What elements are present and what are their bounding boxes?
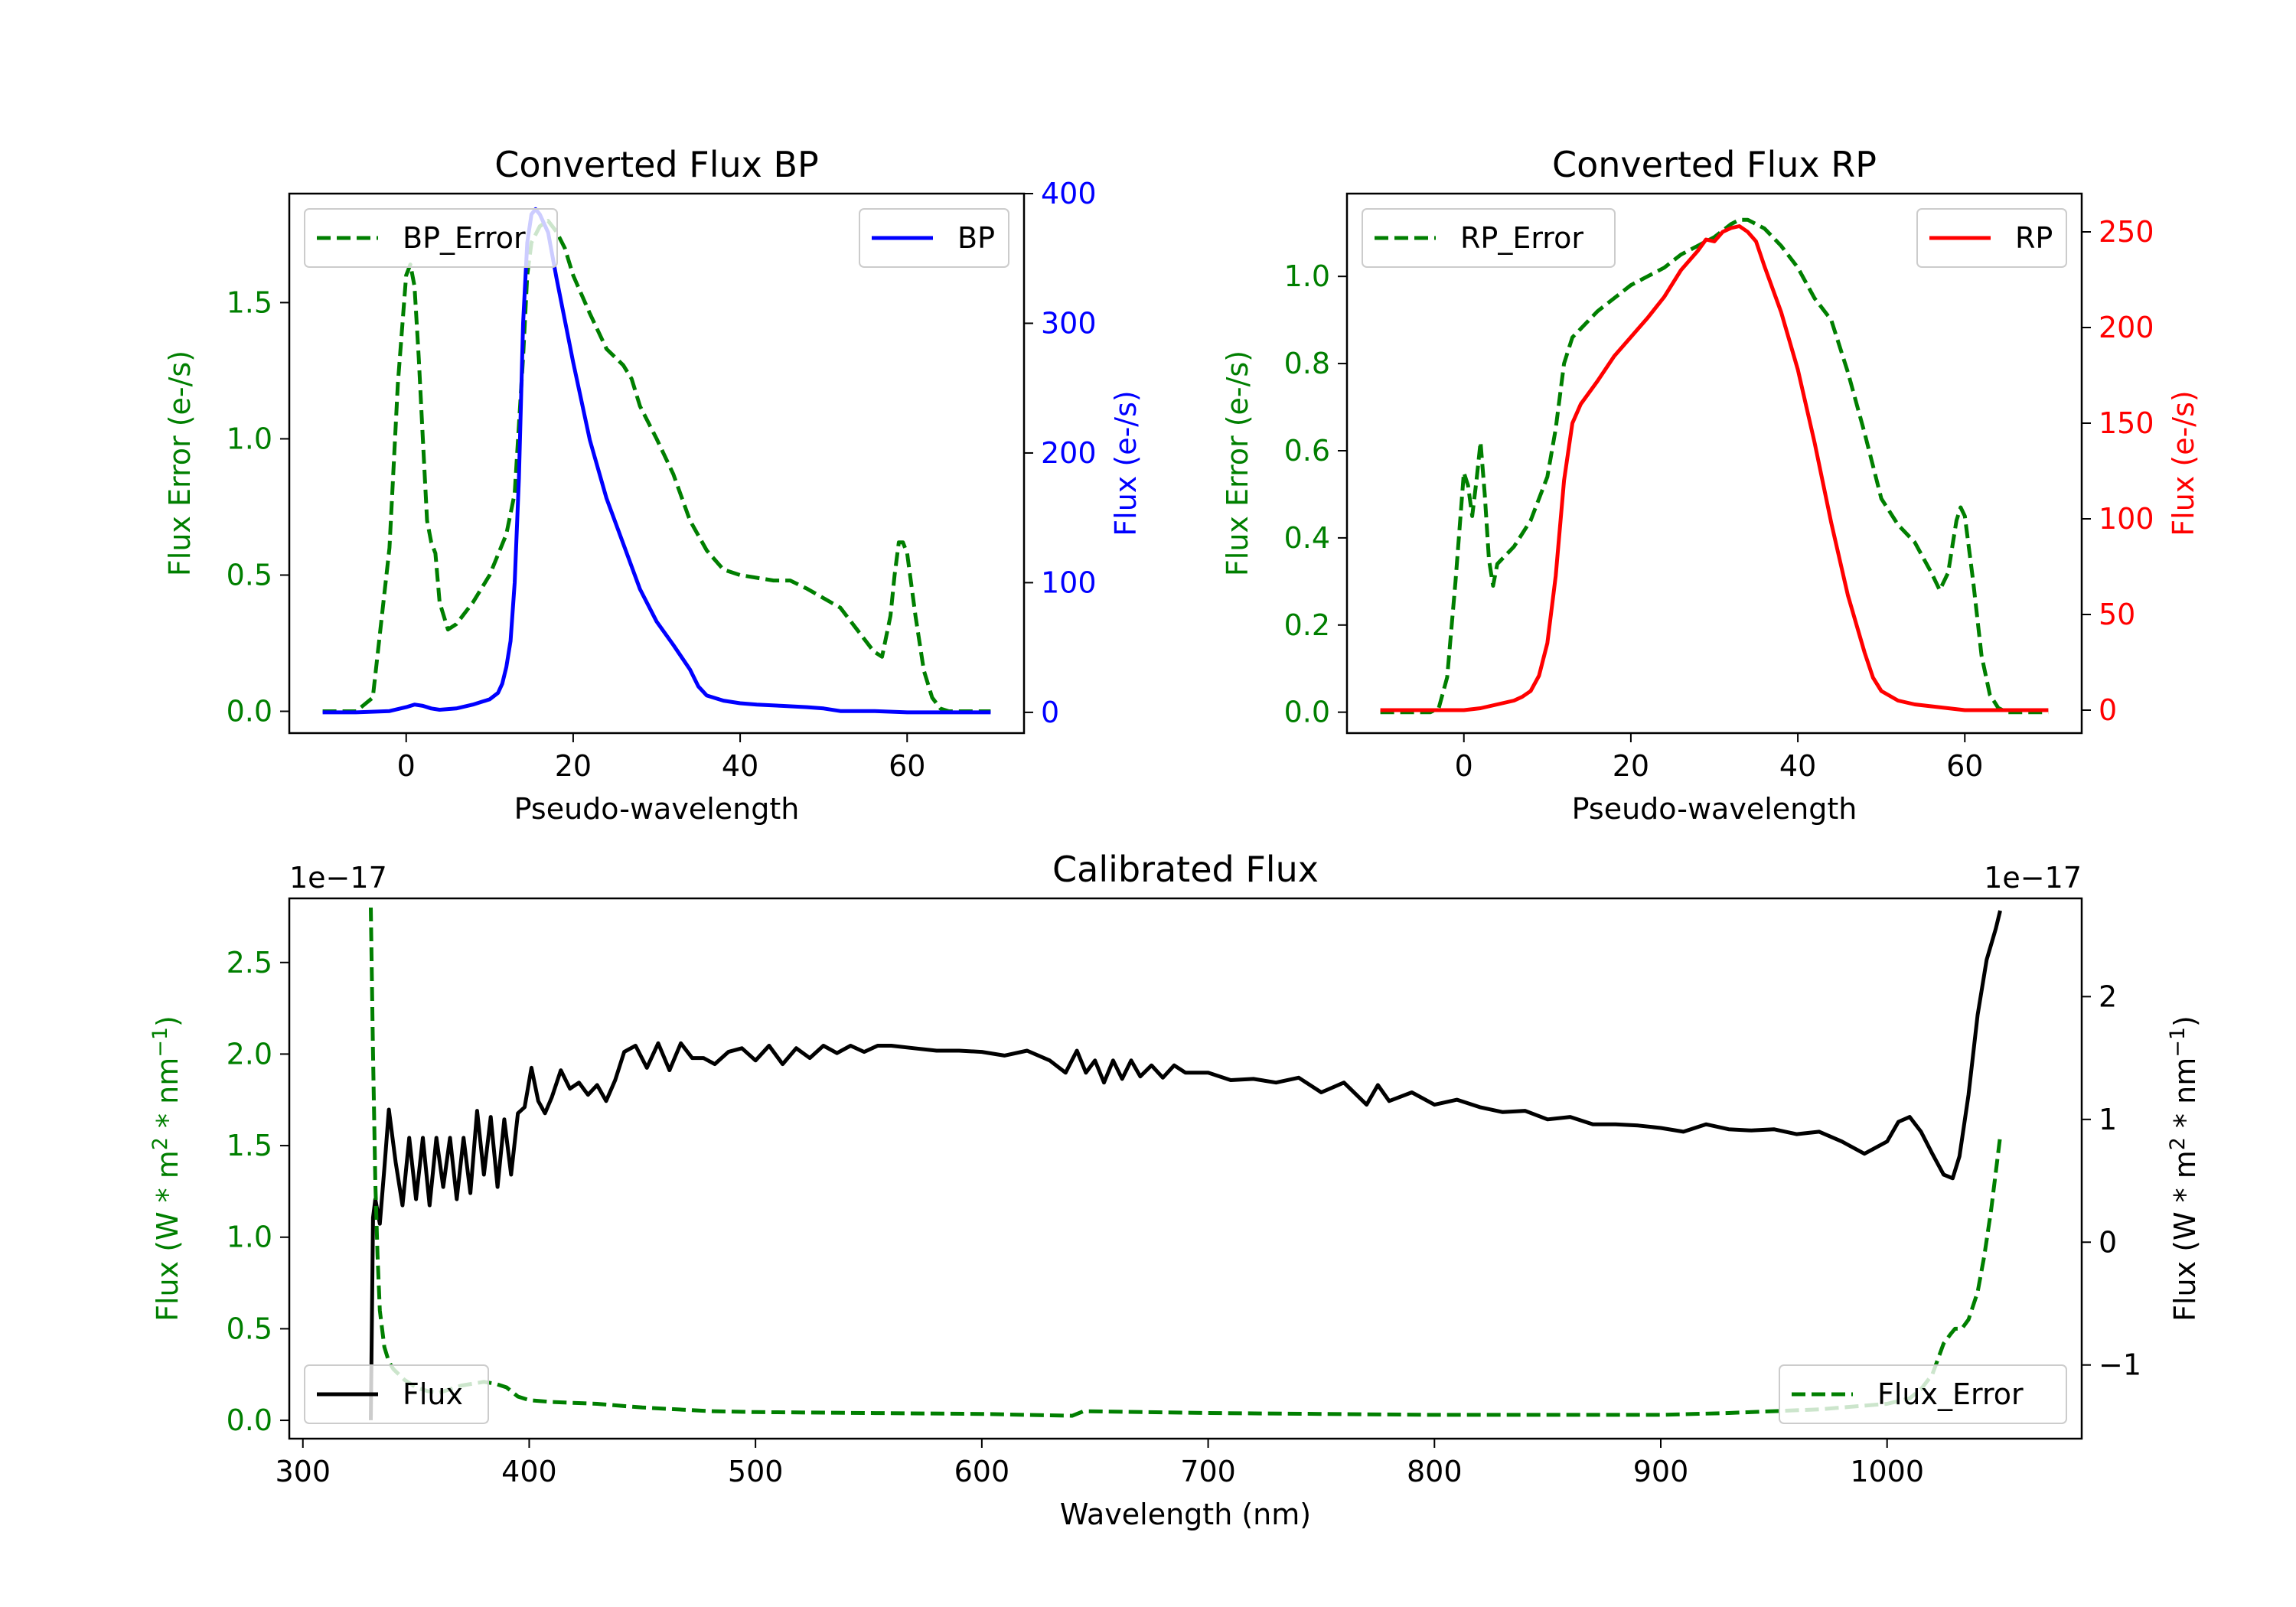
x-tick-label: 1000: [1850, 1455, 1924, 1488]
y-right-tick-label: 0: [2099, 1225, 2117, 1259]
x-axis-label: Pseudo-wavelength: [1572, 792, 1857, 826]
y-right-tick-label: 400: [1041, 177, 1097, 210]
y-left-axis-label: Flux Error (e-/s): [163, 350, 197, 576]
x-tick-label: 40: [722, 749, 758, 783]
chart-title: Calibrated Flux: [1052, 849, 1319, 890]
y-right-tick-label: 150: [2099, 406, 2154, 440]
x-tick-label: 500: [728, 1455, 784, 1488]
legend-label: BP: [957, 221, 995, 255]
y-left-tick-label: 0.5: [227, 558, 272, 592]
y-left-tick-label: 0.6: [1284, 434, 1330, 468]
x-tick-label: 0: [397, 749, 416, 783]
chart-title: Converted Flux BP: [494, 144, 819, 185]
y-right-offset-text: 1e−17: [1984, 861, 2082, 895]
chart-cal: 300 400 500 600 700 800 900 1000 0.0 0.5 1.0 1.5 2.0…: [148, 849, 2202, 1531]
x-axis-label: Wavelength (nm): [1060, 1498, 1311, 1531]
y-left-tick-label: 0.0: [227, 1403, 272, 1437]
legend-label: BP_Error: [403, 221, 526, 255]
y-right-tick-label: 50: [2099, 598, 2135, 631]
y-left-tick-label: 1.5: [227, 285, 272, 319]
y-left-tick-label: 0.5: [227, 1312, 272, 1345]
legend-rp: RP: [1916, 208, 2067, 268]
y-right-axis-label: Flux (e-/s): [1109, 390, 1143, 536]
y-left-tick-label: 1.5: [227, 1129, 272, 1162]
y-right-axis-label: Flux (W * m2 * nm−1): [2166, 1015, 2202, 1322]
y-right-tick-label: 250: [2099, 215, 2154, 249]
chart-title: Converted Flux RP: [1552, 144, 1877, 185]
legend-flux: Flux: [304, 1364, 489, 1424]
x-tick-label: 20: [1613, 749, 1649, 783]
y-right-tick-label: 100: [1041, 566, 1097, 599]
x-tick-label: 60: [889, 749, 925, 783]
y-right-tick-label: 100: [2099, 502, 2154, 536]
x-axis-label: Pseudo-wavelength: [514, 792, 800, 826]
y-right-tick-label: 2: [2099, 980, 2117, 1013]
plot-frame: [1345, 192, 2083, 735]
y-left-tick-label: 1.0: [227, 1221, 272, 1254]
y-right-tick-label: 0: [2099, 693, 2117, 727]
legend-label: RP: [2015, 221, 2053, 255]
series-flux-error: [369, 907, 2002, 1418]
chart-rp: 0 20 40 60 0.0 0.2 0.4 0.6 0.8 1.0 0 50 100 150 200 250…: [1221, 144, 2200, 826]
legend-box: [304, 1364, 489, 1424]
legend-label: RP_Error: [1460, 221, 1583, 255]
plot-frame: [288, 897, 2083, 1440]
x-tick-label: 40: [1779, 749, 1816, 783]
series-rp: [1380, 224, 2049, 712]
legend-label: Flux: [403, 1377, 463, 1411]
legend-bp: BP: [859, 208, 1009, 268]
legend-flux-error: Flux_Error: [1779, 1364, 2067, 1424]
y-left-tick-label: 0.0: [227, 695, 272, 729]
x-tick-label: 300: [275, 1455, 331, 1488]
plot-frame: [288, 192, 1026, 735]
y-left-tick-label: 1.0: [1284, 259, 1330, 293]
legend-box: [1916, 208, 2067, 268]
y-right-tick-label: 300: [1041, 306, 1097, 340]
legend-box: [1362, 208, 1616, 268]
x-tick-label: 60: [1946, 749, 1983, 783]
x-tick-label: 400: [501, 1455, 557, 1488]
y-left-offset-text: 1e−17: [289, 861, 387, 895]
x-tick-label: 800: [1407, 1455, 1463, 1488]
legend-box: [1779, 1364, 2067, 1424]
x-tick-label: 20: [555, 749, 592, 783]
legend-box: [859, 208, 1009, 268]
legend-label: Flux_Error: [1877, 1377, 2024, 1411]
series-flux: [369, 910, 2002, 1420]
y-left-tick-label: 2.0: [227, 1037, 272, 1071]
y-left-tick-label: 0.0: [1284, 696, 1330, 729]
y-right-tick-label: −1: [2099, 1348, 2141, 1382]
y-left-tick-label: 0.2: [1284, 608, 1330, 642]
y-left-tick-label: 1.0: [227, 422, 272, 455]
y-left-tick-label: 0.8: [1284, 347, 1330, 380]
y-right-tick-label: 200: [2099, 311, 2154, 344]
y-right-axis-label: Flux (e-/s): [2167, 390, 2200, 536]
series-bp-error: [322, 219, 991, 713]
x-tick-label: 0: [1455, 749, 1473, 783]
y-right-tick-label: 0: [1041, 696, 1059, 729]
x-tick-label: 700: [1180, 1455, 1236, 1488]
y-left-tick-label: 2.5: [227, 946, 272, 980]
y-right-tick-label: 1: [2099, 1103, 2117, 1136]
y-left-tick-label: 0.4: [1284, 521, 1330, 555]
series-rp-error: [1380, 217, 2049, 715]
y-left-axis-label: Flux (W * m2 * nm−1): [148, 1015, 184, 1322]
x-tick-label: 900: [1633, 1455, 1689, 1488]
y-left-axis-label: Flux Error (e-/s): [1221, 350, 1254, 576]
legend-box: [304, 208, 558, 268]
chart-bp: 0 20 40 60 0.0 0.5 1.0 1.5 0 100 200 300 400 Converte…: [163, 144, 1143, 826]
y-right-tick-label: 200: [1041, 436, 1097, 470]
x-tick-label: 600: [954, 1455, 1010, 1488]
legend-rp-error: RP_Error: [1362, 208, 1616, 268]
legend-bp-error: BP_Error: [304, 208, 558, 268]
